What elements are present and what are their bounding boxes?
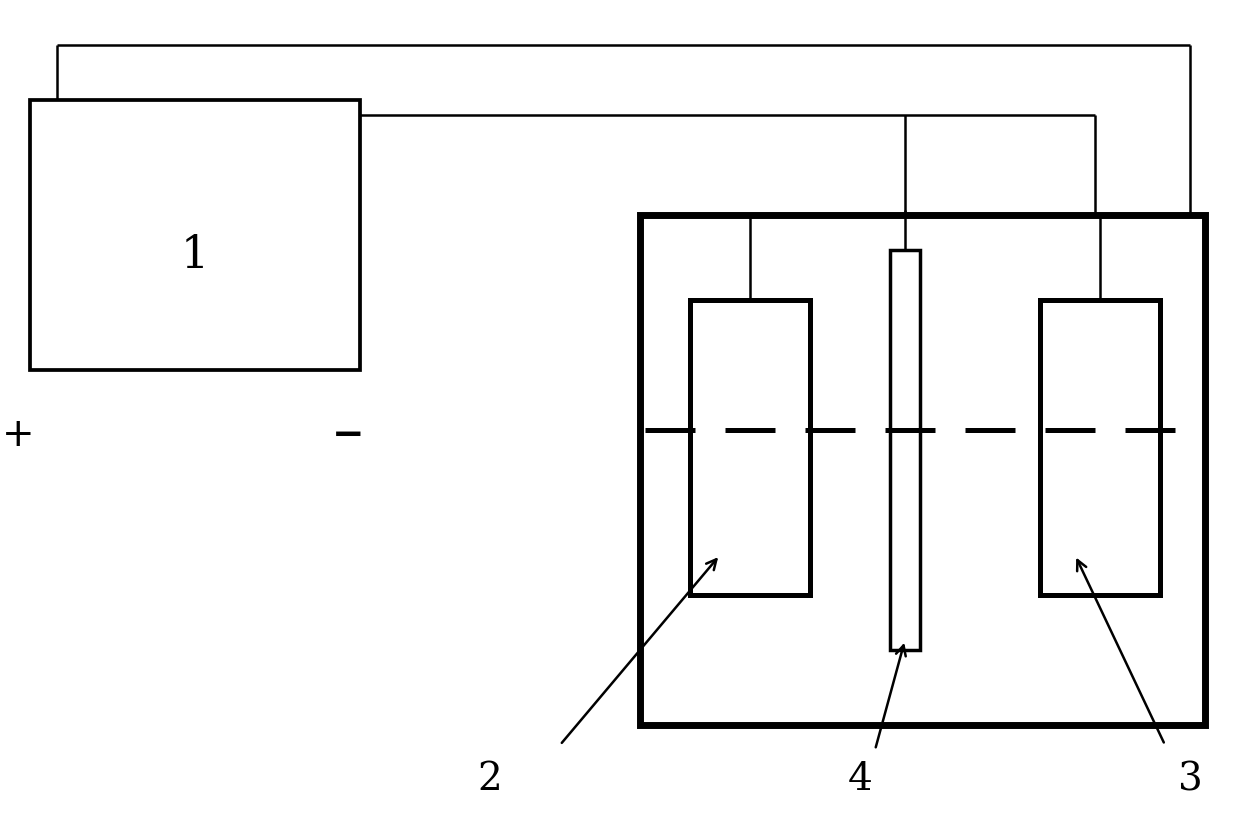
- Bar: [689, 300, 810, 595]
- Bar: [890, 250, 920, 650]
- Bar: [30, 100, 360, 370]
- Text: 1: 1: [181, 234, 210, 277]
- Bar: [640, 215, 1205, 725]
- Text: 3: 3: [1178, 761, 1203, 798]
- Text: 2: 2: [477, 761, 502, 798]
- Bar: [1040, 300, 1159, 595]
- Text: +: +: [1, 416, 35, 454]
- Text: 4: 4: [848, 761, 873, 798]
- Text: −: −: [331, 416, 365, 454]
